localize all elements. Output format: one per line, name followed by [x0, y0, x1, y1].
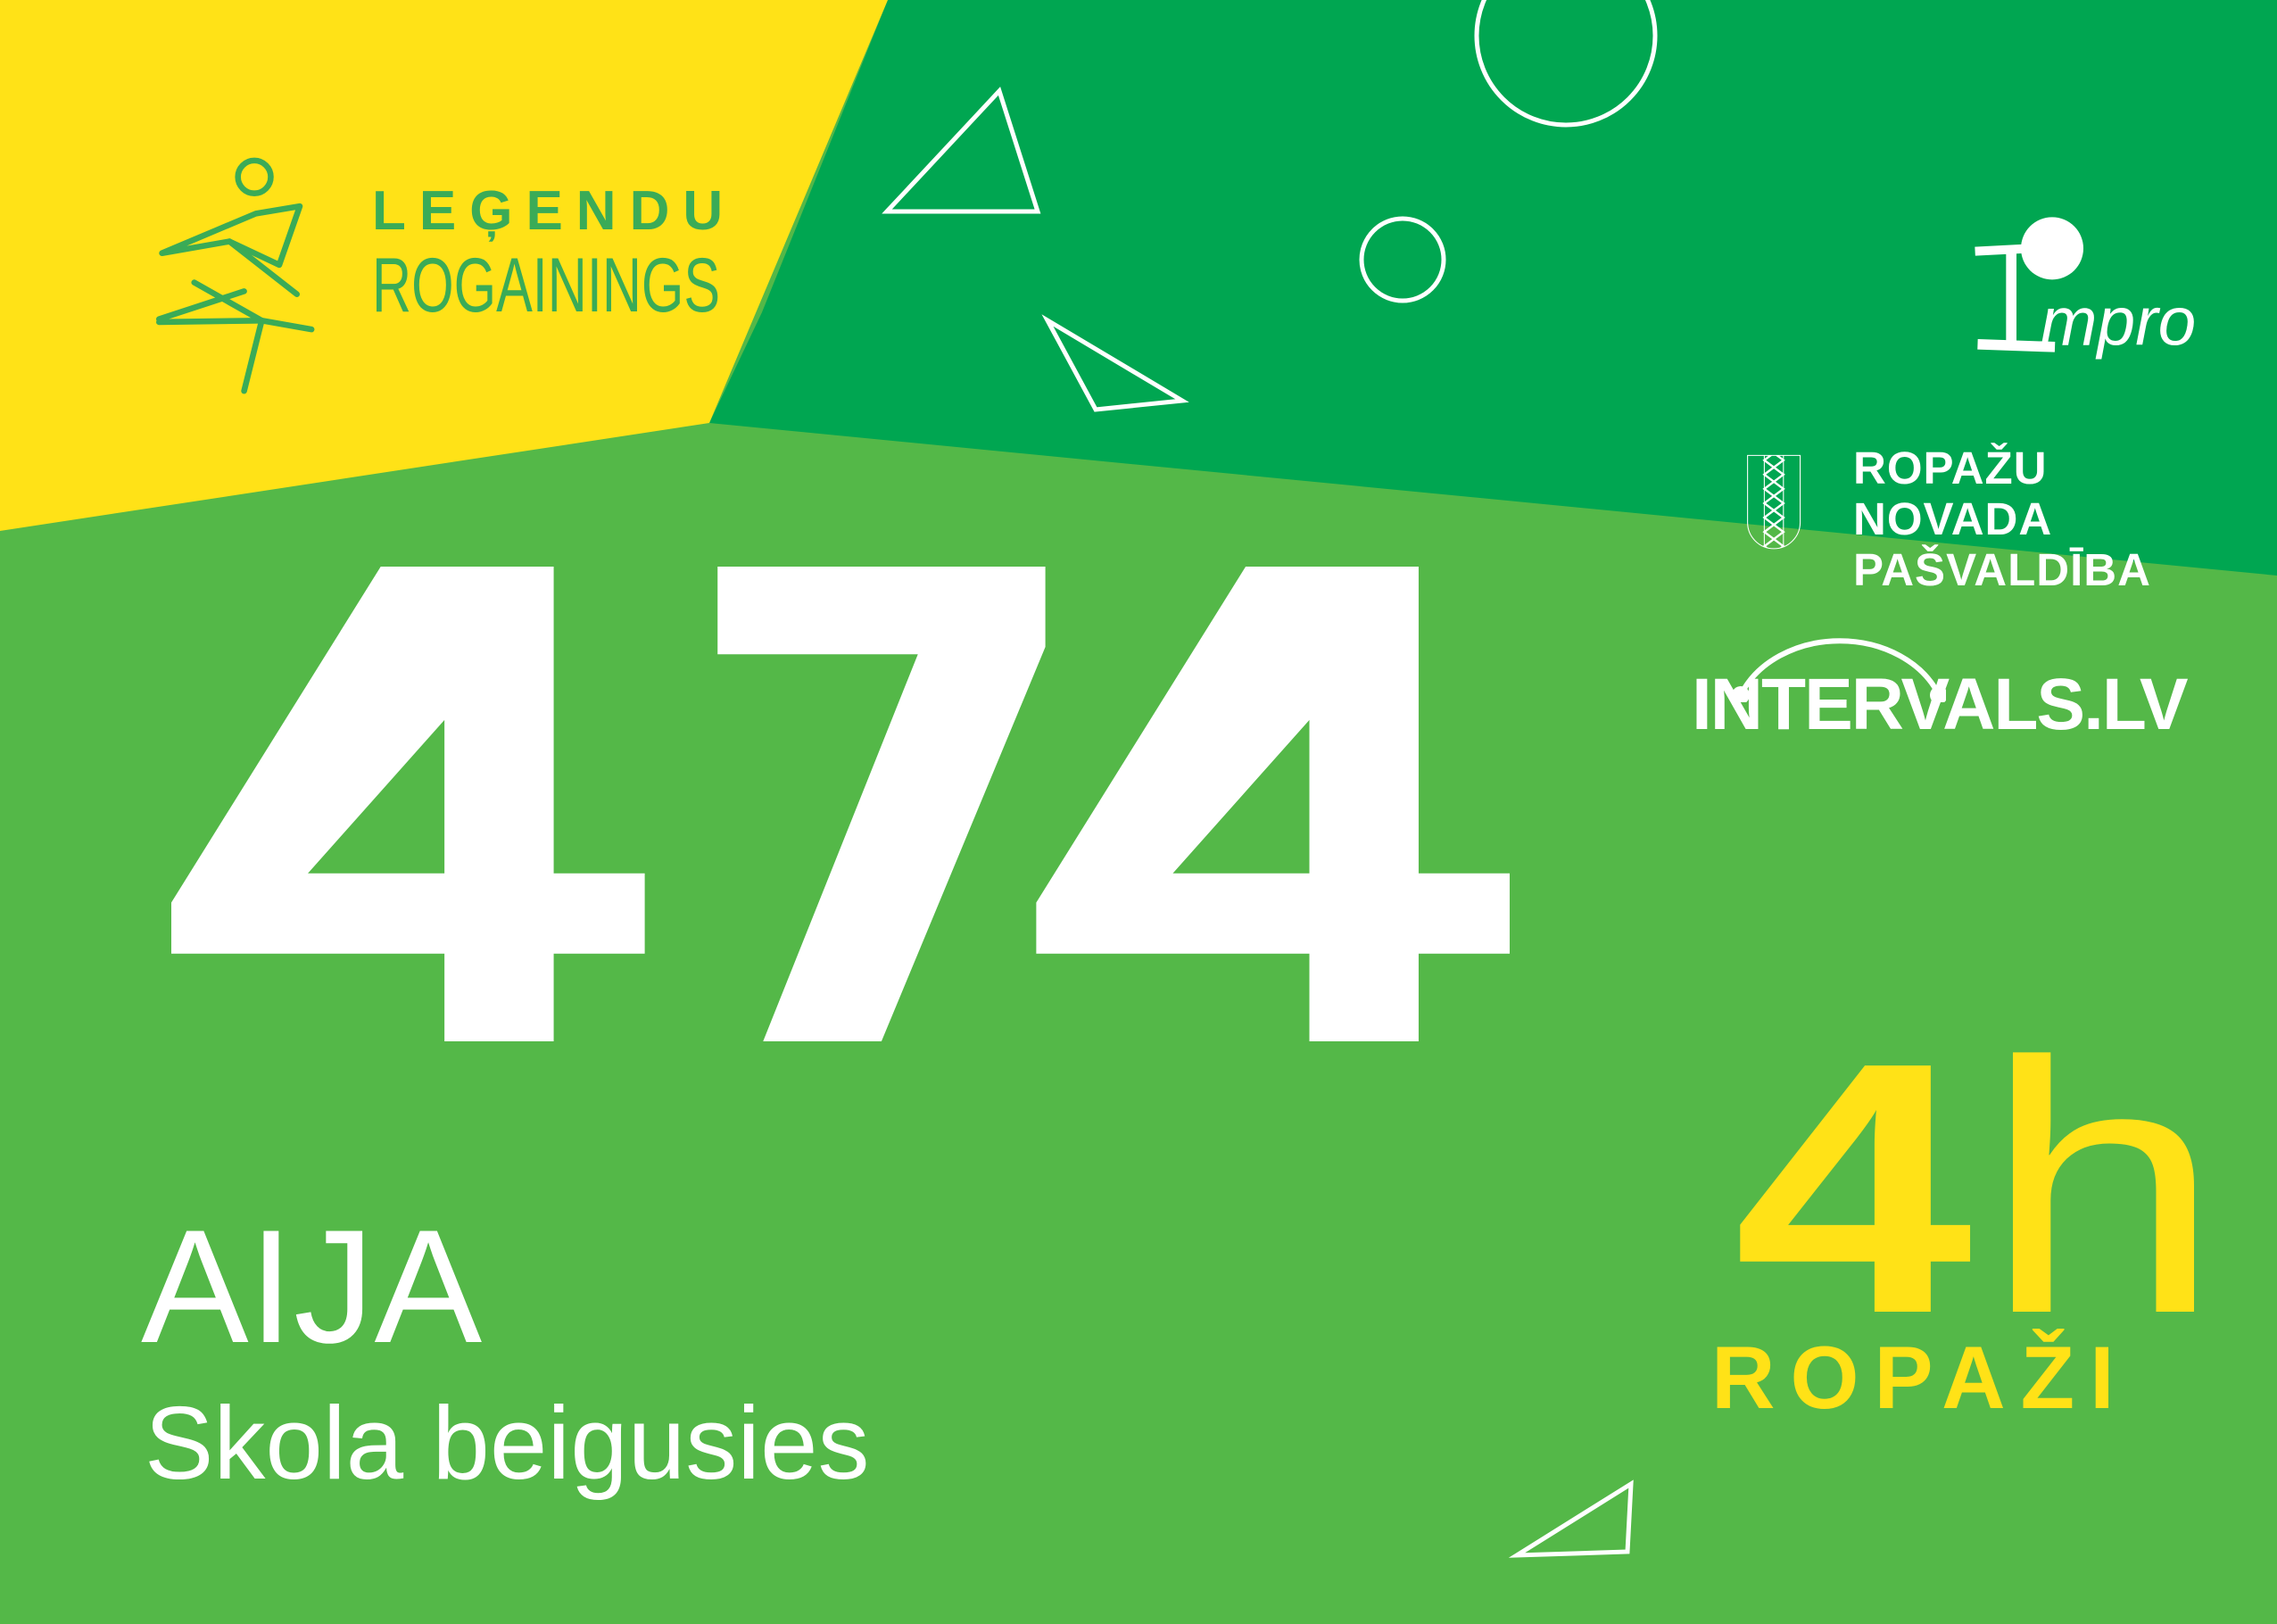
svg-text:mpro: mpro [2041, 285, 2197, 360]
